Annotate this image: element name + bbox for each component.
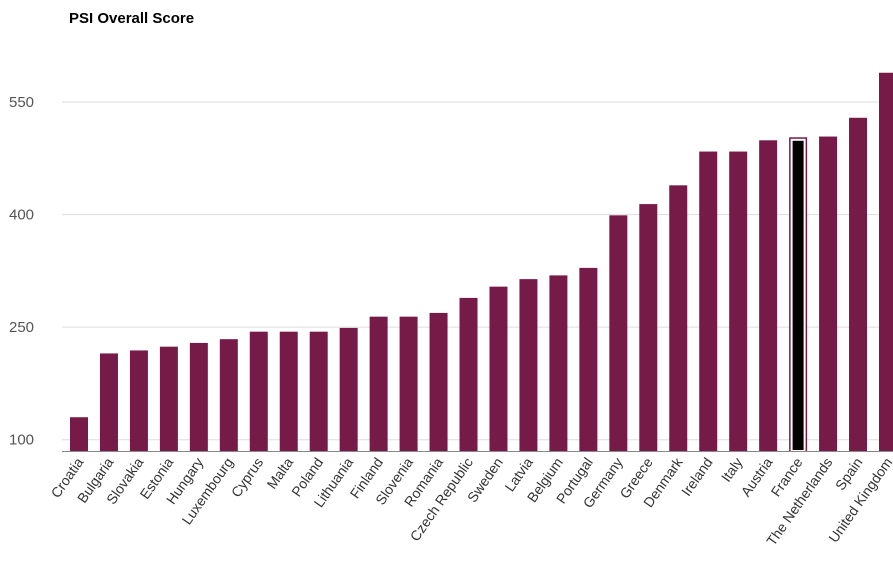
bar-malta — [279, 331, 298, 451]
bar-poland — [309, 331, 328, 451]
x-tick-label: Cyprus — [228, 455, 267, 501]
y-tick-label: 250 — [9, 319, 34, 336]
bar-croatia — [70, 417, 88, 451]
x-tick-label: Italy — [718, 455, 746, 485]
bar-austria — [759, 140, 778, 451]
bar-portugal — [579, 267, 598, 451]
bar-lithuania — [339, 327, 358, 451]
bar-czech-republic — [459, 297, 478, 451]
bar-romania — [429, 312, 448, 451]
bar-denmark — [669, 185, 688, 451]
bar-cyprus — [249, 331, 268, 451]
x-tick-label: Ireland — [678, 455, 716, 499]
bar-estonia — [159, 346, 178, 451]
y-tick-label: 550 — [9, 94, 34, 111]
bar-slovakia — [129, 350, 148, 451]
bar-latvia — [519, 279, 538, 451]
bar-sweden — [489, 286, 508, 451]
bar-ireland — [699, 151, 718, 451]
bar-united-kingdom — [879, 72, 893, 452]
bar-spain — [849, 117, 868, 451]
bar-slovenia — [399, 316, 418, 451]
bar-france — [790, 138, 806, 453]
bar-germany — [609, 215, 628, 451]
x-axis-labels: CroatiaBulgariaSlovakiaEstoniaHungaryLux… — [47, 454, 893, 549]
bar-the-netherlands — [819, 136, 838, 451]
chart-title: PSI Overall Score — [69, 10, 195, 27]
bar-belgium — [549, 275, 568, 451]
bar-italy — [729, 151, 748, 451]
bar-greece — [639, 204, 658, 451]
bar-hungary — [189, 342, 208, 451]
y-axis-ticks: 100 250 400 550 — [9, 94, 34, 449]
bars — [70, 72, 893, 453]
bar-bulgaria — [99, 353, 118, 451]
bar-finland — [369, 316, 388, 451]
y-tick-label: 100 — [9, 432, 34, 449]
y-tick-label: 400 — [9, 207, 34, 224]
bar-luxembourg — [219, 339, 238, 451]
